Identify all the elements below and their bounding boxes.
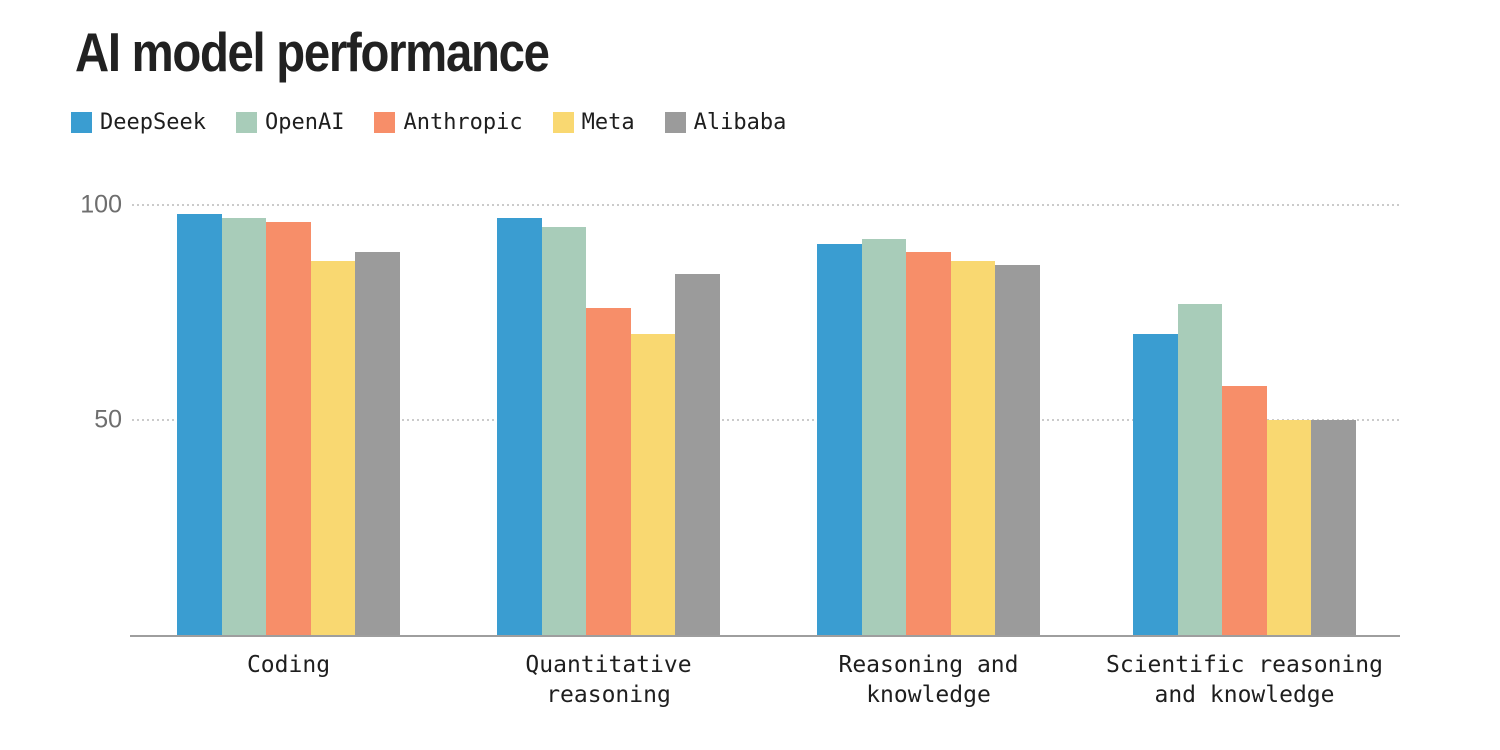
category-label: Scientific reasoning and knowledge xyxy=(1106,652,1383,708)
bar-alibaba xyxy=(1311,420,1356,635)
legend-swatch-icon xyxy=(374,111,396,133)
category-label: Coding xyxy=(246,652,331,678)
bar-anthropic xyxy=(1222,385,1267,635)
bar-anthropic xyxy=(906,252,951,635)
bar-openai xyxy=(1177,303,1223,635)
y-tick-label: 50 xyxy=(94,405,122,434)
gridline-50 xyxy=(132,419,1400,421)
legend-label: Alibaba xyxy=(693,110,787,135)
bar-meta xyxy=(1266,420,1312,635)
legend-item-openai: OpenAI xyxy=(235,110,345,135)
bar-openai xyxy=(221,217,267,635)
legend-swatch-icon xyxy=(552,111,574,133)
bar-alibaba xyxy=(995,265,1040,635)
legend-item-deepseek: DeepSeek xyxy=(71,110,206,134)
bar-meta xyxy=(950,260,996,635)
y-tick-label: 100 xyxy=(80,190,122,219)
legend-label: Anthropic xyxy=(403,110,523,135)
bar-meta xyxy=(310,260,356,635)
bar-openai xyxy=(861,239,907,635)
legend-label: OpenAI xyxy=(264,110,345,135)
legend-swatch-icon xyxy=(235,111,257,133)
bar-meta xyxy=(630,334,676,635)
legend: DeepSeek OpenAI Anthropic Meta Alibaba xyxy=(71,110,786,134)
legend-item-alibaba: Alibaba xyxy=(664,110,787,135)
category-label: Reasoning and knowledge xyxy=(838,652,1019,708)
bar-anthropic xyxy=(266,222,311,635)
bar-deepseek xyxy=(817,243,862,635)
gridline-100 xyxy=(132,204,1400,206)
plot-area: 100 50 Coding Quantitative reasoning Reasoni… xyxy=(80,192,1400,708)
legend-swatch-icon xyxy=(71,111,92,133)
bar-deepseek xyxy=(497,217,542,635)
bar-group xyxy=(817,205,1040,635)
legend-swatch-icon xyxy=(664,111,686,133)
legend-label: Meta xyxy=(581,110,635,135)
bar-alibaba xyxy=(675,273,720,635)
category-label: Quantitative reasoning xyxy=(525,652,692,708)
bar-openai xyxy=(541,226,587,635)
legend-item-meta: Meta xyxy=(552,110,635,135)
bar-deepseek xyxy=(1133,334,1178,635)
bar-group xyxy=(1133,205,1356,635)
bar-deepseek xyxy=(177,213,222,635)
legend-label: DeepSeek xyxy=(100,110,206,135)
bar-anthropic xyxy=(586,308,631,635)
legend-item-anthropic: Anthropic xyxy=(374,110,523,135)
bar-group xyxy=(497,205,720,635)
bar-alibaba xyxy=(355,252,400,635)
bar-group xyxy=(177,205,400,635)
chart-title: AI model performance xyxy=(75,21,550,83)
